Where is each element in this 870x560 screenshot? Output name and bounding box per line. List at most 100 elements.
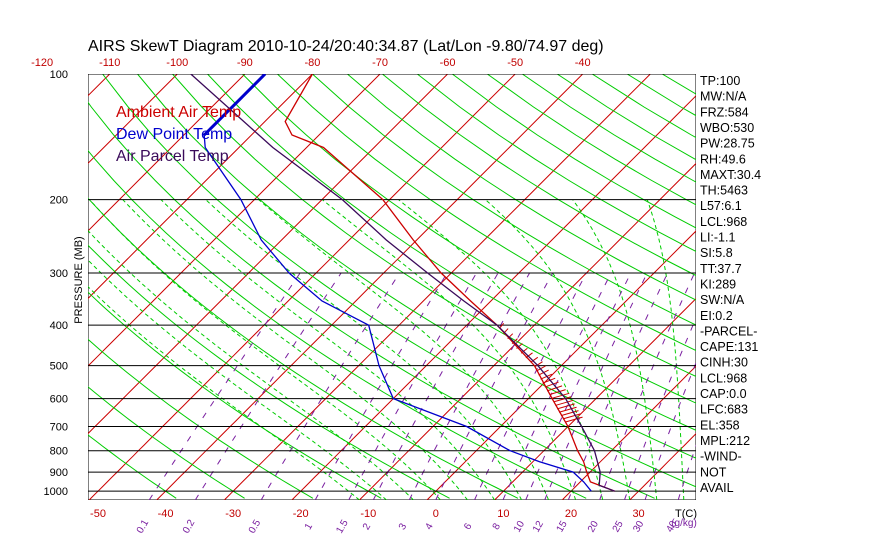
dry-adiabat-line — [416, 74, 696, 253]
dry-adiabat-line — [88, 386, 245, 499]
mixing-ratio-tick-label: 0.1 — [135, 518, 152, 536]
index-label: TT:37.7 — [700, 262, 742, 276]
mixing-ratio-tick-label: 6 — [462, 521, 475, 532]
mixing-ratio-tick-label: 0.5 — [247, 518, 264, 536]
mixing-ratio-tick-label: 10 — [512, 519, 527, 535]
profile-line — [190, 74, 616, 492]
mixing-ratio-unit: (g/kg) — [671, 518, 697, 529]
chart-title: AIRS SkewT Diagram 2010-10-24/20:40:34.8… — [88, 38, 604, 55]
dry-adiabat-line — [522, 74, 696, 183]
top-temp-tick-label: -90 — [237, 57, 253, 69]
isotherm-line — [88, 74, 516, 500]
pressure-tick-label: 1000 — [44, 486, 68, 498]
mixing-ratio-tick-label: 1 — [303, 521, 316, 532]
cape-hatch-line — [555, 399, 573, 406]
bottom-temp-tick-label: -40 — [158, 508, 174, 520]
index-label: -PARCEL- — [700, 324, 757, 338]
index-label: EI:0.2 — [700, 309, 733, 323]
index-label: CAPE:131 — [700, 340, 758, 354]
index-label: LCL:968 — [700, 215, 747, 229]
mixing-ratio-line — [194, 272, 342, 500]
mixing-ratio-line — [644, 361, 696, 500]
top-temp-tick-label: -70 — [372, 57, 388, 69]
mixing-ratio-line — [525, 272, 632, 500]
cape-hatch-line — [557, 403, 575, 410]
legend-entry: Air Parcel Temp — [116, 148, 229, 165]
isotherm-line — [832, 74, 870, 500]
moist-adiabat-line — [398, 199, 604, 500]
dry-adiabat-line — [347, 74, 696, 301]
moist-adiabat-line — [646, 199, 685, 500]
top-temp-tick-label: -120 — [31, 57, 53, 69]
mixing-ratio-line — [474, 272, 587, 500]
index-label: MAXT:30.4 — [700, 168, 761, 182]
index-label: FRZ:584 — [700, 105, 749, 119]
cape-hatch-line — [530, 356, 539, 363]
index-label: CAP:0.0 — [700, 387, 747, 401]
index-label: EL:358 — [700, 418, 740, 432]
bottom-temp-tick-label: -50 — [90, 508, 106, 520]
legend-entry: Ambient Air Temp — [116, 104, 241, 121]
dry-adiabat-line — [382, 74, 696, 277]
dry-adiabat-line — [102, 74, 696, 488]
cape-hatch-line — [540, 373, 553, 380]
moist-adiabat-line — [572, 199, 658, 500]
dry-adiabat-line — [277, 74, 696, 352]
index-label: TH:5463 — [700, 184, 748, 198]
pressure-tick-label: 800 — [50, 446, 68, 458]
dry-adiabat-line — [88, 101, 655, 499]
index-label: AVAIL — [700, 481, 734, 495]
bottom-temp-tick-label: 10 — [497, 508, 509, 520]
bottom-temp-tick-label: -20 — [293, 508, 309, 520]
top-temp-tick-label: -50 — [507, 57, 523, 69]
dry-adiabat-line — [487, 74, 696, 206]
cape-hatch-line — [544, 381, 559, 388]
index-label: SW:N/A — [700, 293, 745, 307]
profile-line — [203, 74, 592, 492]
mixing-ratio-tick-label: 40 — [664, 519, 679, 535]
mixing-ratio-line — [372, 272, 499, 500]
index-label: LCL:968 — [700, 371, 747, 385]
bottom-temp-tick-label: -30 — [225, 508, 241, 520]
moist-adiabat-line — [89, 199, 441, 500]
mixing-ratio-tick-label: 2 — [361, 521, 374, 532]
profiles — [190, 74, 616, 492]
isotherm-line — [0, 74, 42, 500]
grid-lines — [0, 74, 870, 500]
mixing-ratio-tick-label: 3 — [397, 521, 410, 532]
profile-line-upper — [203, 74, 267, 137]
bottom-temp-tick-label: 30 — [632, 508, 644, 520]
mixing-ratio-line — [348, 272, 477, 500]
top-temp-tick-label: -100 — [166, 57, 188, 69]
isotherm-line — [426, 230, 696, 500]
isotherm-line — [561, 365, 696, 500]
pressure-tick-label: 700 — [50, 422, 68, 434]
legend-entry: Dew Point Temp — [116, 126, 232, 143]
index-label: LFC:683 — [700, 403, 748, 417]
cape-hatch-line — [534, 361, 543, 368]
top-temp-tick-label: -80 — [304, 57, 320, 69]
cape-hatch-line — [549, 389, 566, 396]
index-label: L57:6.1 — [700, 199, 742, 213]
moist-adiabat-line — [122, 199, 468, 500]
bottom-temp-tick-label: -10 — [360, 508, 376, 520]
moist-adiabat-line — [205, 199, 523, 500]
mixing-ratio-tick-label: 15 — [555, 519, 570, 535]
moist-adiabat-line — [88, 259, 387, 500]
isotherm-line — [88, 74, 381, 367]
mixing-ratio-tick-label: 0.2 — [181, 518, 198, 536]
mixing-ratio-tick-label: 25 — [611, 519, 626, 535]
cape-hatch-line — [558, 406, 577, 413]
moist-adiabat-line — [88, 229, 414, 500]
index-label: TP:100 — [700, 74, 740, 88]
pressure-tick-label: 900 — [50, 467, 68, 479]
cape-hatch-line — [536, 365, 546, 372]
mixing-ratio-line — [435, 272, 554, 500]
pressure-tick-label: 200 — [50, 195, 68, 207]
cape-hatching — [499, 322, 583, 423]
mixing-ratio-tick-label: 8 — [491, 521, 504, 532]
legend: Ambient Air Temp Dew Point Temp Air Parcel… — [116, 104, 241, 165]
